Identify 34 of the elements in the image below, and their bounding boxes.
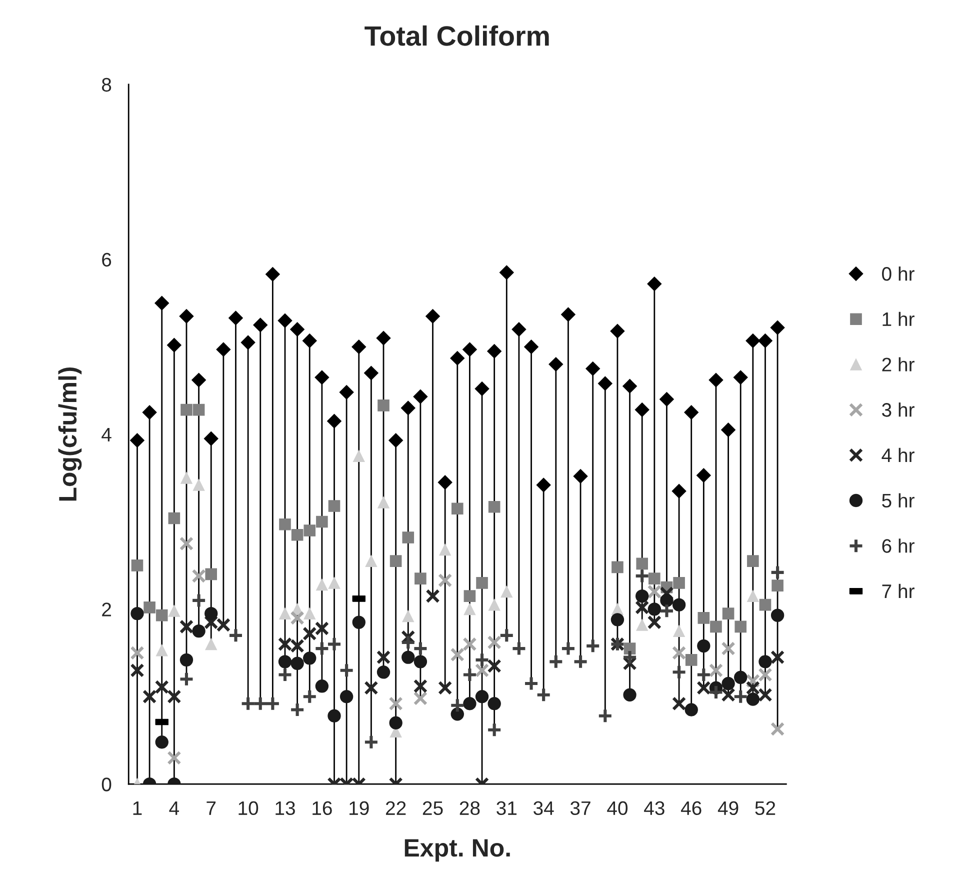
y-tick-label: 2 xyxy=(102,602,111,616)
legend-label: 1 hr xyxy=(882,312,914,326)
x-tick-label: 34 xyxy=(534,801,554,816)
x-tick-label: 37 xyxy=(570,801,590,816)
y-tick-label: 6 xyxy=(102,252,112,267)
x-tick-label: 46 xyxy=(680,801,702,816)
legend-label: 3 hr xyxy=(882,402,914,417)
legend-label: 4 hr xyxy=(882,448,914,462)
y-tick-label: 8 xyxy=(102,78,112,92)
x-tick-label: 7 xyxy=(206,801,216,815)
y-tick-label: 0 xyxy=(102,778,112,792)
x-tick-label: 40 xyxy=(607,801,628,816)
x-tick-label: 43 xyxy=(644,801,664,816)
x-tick-label: 28 xyxy=(460,801,480,816)
y-tick-label: 4 xyxy=(102,428,112,442)
x-tick-label: 49 xyxy=(718,801,738,816)
x-tick-label: 1 xyxy=(133,801,142,815)
x-tick-label: 16 xyxy=(312,801,332,816)
x-axis-title: Expt. No. xyxy=(404,839,510,862)
x-tick-label: 19 xyxy=(350,801,369,816)
legend-label: 5 hr xyxy=(882,493,914,508)
y-axis-title: Log(cfu/ml) xyxy=(58,367,82,501)
legend-label: 0 hr xyxy=(882,266,914,281)
x-tick-label: 13 xyxy=(276,801,295,816)
x-tick-label: 4 xyxy=(169,801,180,815)
legend-label: 2 hr xyxy=(882,357,914,372)
chart-title: Total Coliform xyxy=(364,25,549,46)
x-tick-label: 31 xyxy=(496,801,517,816)
x-tick-label: 10 xyxy=(238,801,258,816)
legend-label: 7 hr xyxy=(882,584,914,598)
x-tick-label: 25 xyxy=(422,801,443,816)
legend-label: 6 hr xyxy=(882,538,914,553)
x-tick-label: 52 xyxy=(755,801,776,816)
x-tick-label: 22 xyxy=(386,801,406,815)
